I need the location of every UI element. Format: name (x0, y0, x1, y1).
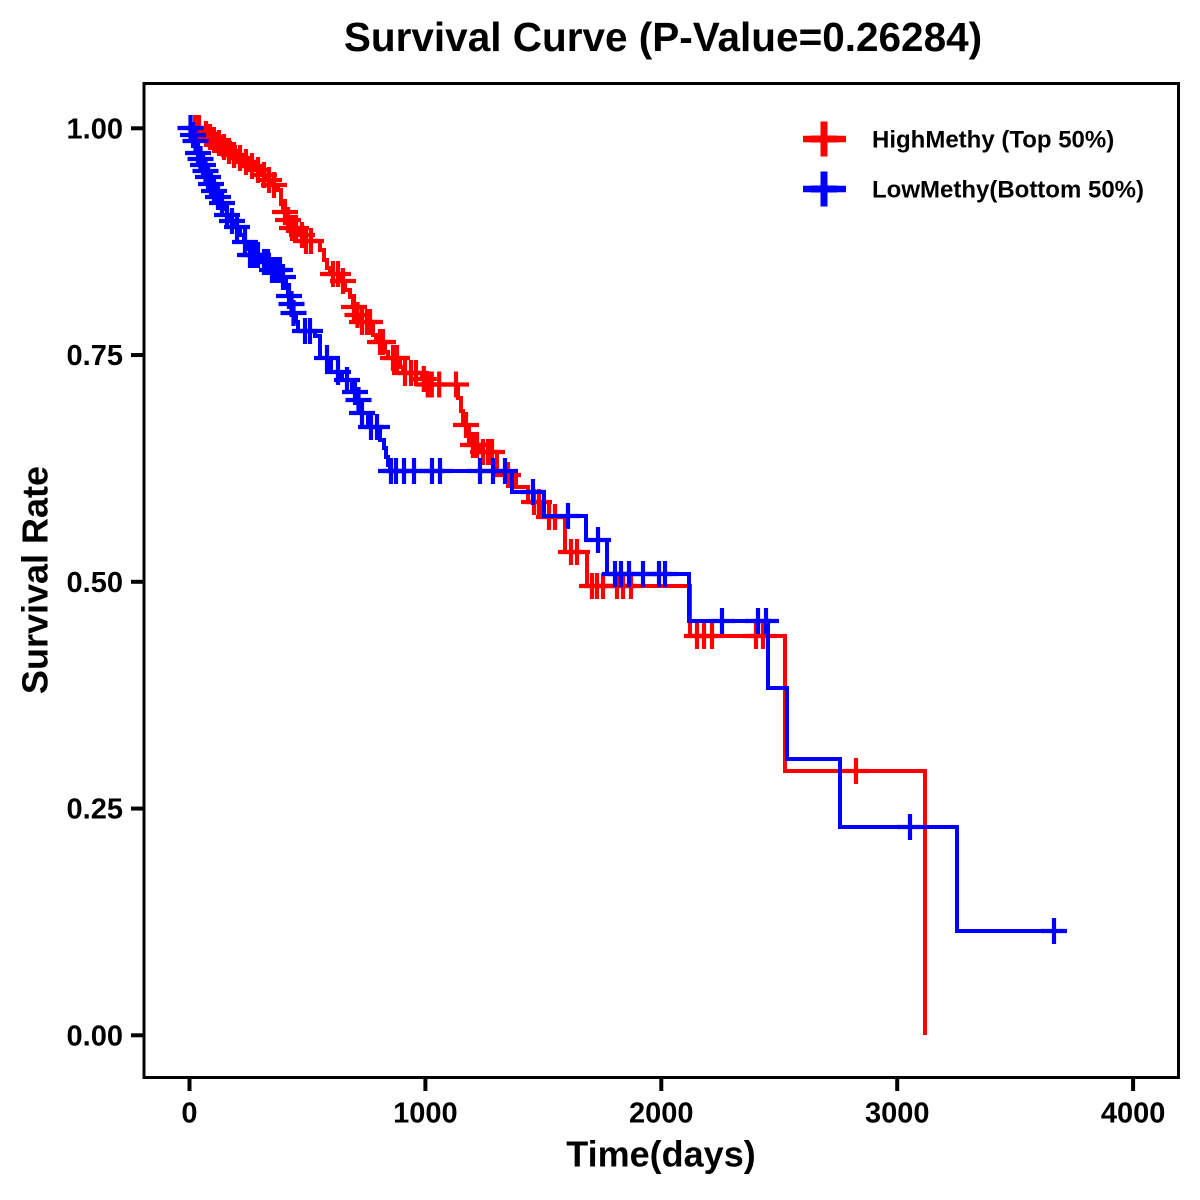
svg-text:0: 0 (181, 1098, 197, 1130)
svg-text:0.00: 0.00 (67, 1020, 123, 1052)
svg-text:Survival Rate: Survival Rate (15, 466, 56, 694)
svg-text:2000: 2000 (629, 1098, 694, 1130)
svg-text:1.00: 1.00 (67, 113, 123, 145)
svg-text:0.50: 0.50 (67, 567, 123, 599)
svg-text:1000: 1000 (393, 1098, 458, 1130)
svg-text:Time(days): Time(days) (566, 1134, 755, 1175)
svg-text:LowMethy(Bottom 50%): LowMethy(Bottom 50%) (872, 176, 1144, 203)
svg-text:0.25: 0.25 (67, 794, 123, 826)
svg-text:3000: 3000 (865, 1098, 930, 1130)
svg-text:HighMethy (Top 50%): HighMethy (Top 50%) (872, 126, 1114, 153)
svg-text:Survival Curve (P-Value=0.2628: Survival Curve (P-Value=0.26284) (344, 14, 982, 60)
svg-text:0.75: 0.75 (67, 340, 123, 372)
svg-text:4000: 4000 (1101, 1098, 1166, 1130)
